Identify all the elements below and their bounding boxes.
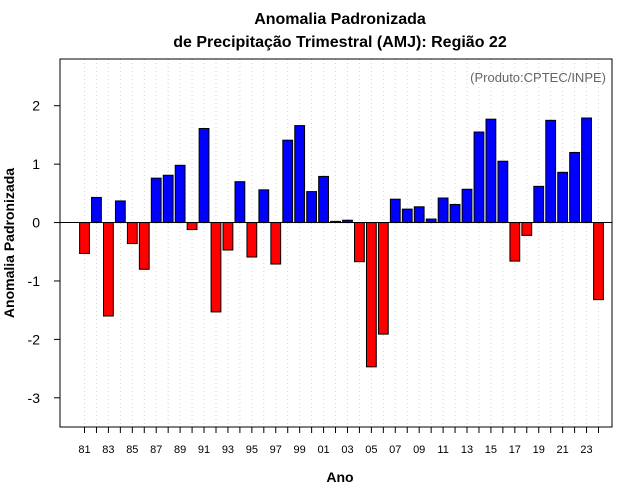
x-tick-label: 19 bbox=[533, 444, 545, 456]
bar-14 bbox=[473, 131, 485, 224]
y-axis-title: Anomalia Padronizada bbox=[1, 168, 17, 318]
bar-21 bbox=[557, 171, 569, 224]
bar-97 bbox=[270, 222, 282, 265]
bar-83 bbox=[103, 222, 114, 317]
bar-98 bbox=[282, 139, 294, 224]
bars-group bbox=[79, 117, 604, 368]
bar-15 bbox=[485, 118, 497, 224]
bar-10 bbox=[425, 218, 437, 224]
x-tick-label: 11 bbox=[437, 444, 448, 456]
bar-01 bbox=[318, 175, 329, 224]
bar-05 bbox=[365, 222, 377, 368]
bar-91 bbox=[198, 128, 210, 224]
bar-07 bbox=[389, 198, 401, 224]
x-tick-label: 93 bbox=[222, 444, 234, 456]
x-axis: 81 83 85 87 89 91 93 95 97 99 01 03 05 07 09 11 13 15 17 19… bbox=[78, 427, 599, 456]
bar-23 bbox=[581, 117, 592, 224]
x-tick-label: 13 bbox=[461, 444, 473, 456]
y-tick-label: -1 bbox=[28, 273, 41, 289]
bar-16 bbox=[497, 160, 509, 224]
bar-93 bbox=[222, 222, 234, 251]
bar-99 bbox=[294, 125, 306, 224]
bar-19 bbox=[533, 185, 545, 224]
y-tick-label: 1 bbox=[32, 156, 40, 172]
source-annotation: (Produto:CPTEC/INPE) bbox=[470, 70, 606, 85]
bar-06 bbox=[377, 222, 389, 335]
bar-84 bbox=[114, 200, 126, 224]
chart-subtitle: de Precipitação Trimestral (AMJ): Região… bbox=[173, 34, 507, 51]
bar-22 bbox=[569, 151, 580, 224]
bar-86 bbox=[138, 222, 150, 270]
y-tick-label: -3 bbox=[28, 390, 41, 406]
bar-13 bbox=[461, 188, 473, 224]
x-tick-label: 85 bbox=[126, 444, 138, 456]
x-tick-label: 99 bbox=[294, 444, 306, 456]
bar-81 bbox=[79, 222, 90, 255]
bar-11 bbox=[437, 197, 449, 224]
bar-12 bbox=[449, 203, 461, 224]
x-tick-label: 97 bbox=[270, 444, 282, 456]
x-tick-label: 87 bbox=[150, 444, 162, 456]
bar-82 bbox=[91, 196, 102, 224]
grid-lines bbox=[84, 59, 599, 427]
x-tick-label: 17 bbox=[509, 444, 521, 456]
x-tick-label: 03 bbox=[341, 444, 353, 456]
x-tick-label: 01 bbox=[317, 444, 329, 456]
x-tick-label: 83 bbox=[102, 444, 114, 456]
y-tick-label: -2 bbox=[28, 331, 41, 347]
bar-95 bbox=[246, 222, 258, 258]
bar-92 bbox=[210, 222, 222, 313]
bar-18 bbox=[521, 222, 533, 236]
y-tick-label: 2 bbox=[32, 98, 40, 114]
bar-24 bbox=[593, 222, 604, 301]
x-tick-label: 15 bbox=[485, 444, 497, 456]
x-tick-label: 89 bbox=[174, 444, 186, 456]
bar-17 bbox=[509, 222, 521, 262]
bar-85 bbox=[126, 222, 138, 245]
bar-20 bbox=[545, 119, 557, 224]
bar-94 bbox=[234, 181, 246, 224]
bar-96 bbox=[258, 189, 270, 224]
bar-90 bbox=[186, 222, 198, 231]
x-tick-label: 09 bbox=[413, 444, 425, 456]
x-tick-label: 81 bbox=[78, 444, 90, 456]
x-tick-label: 23 bbox=[580, 444, 592, 456]
x-axis-title: Ano bbox=[326, 469, 353, 485]
bar-89 bbox=[174, 164, 186, 224]
chart-title: Anomalia Padronizada bbox=[254, 11, 426, 28]
bar-04 bbox=[354, 222, 365, 263]
bar-88 bbox=[162, 174, 174, 224]
bar-08 bbox=[401, 208, 413, 224]
x-tick-label: 95 bbox=[246, 444, 258, 456]
bar-09 bbox=[413, 206, 425, 224]
y-tick-label: 0 bbox=[32, 215, 40, 231]
x-tick-label: 21 bbox=[557, 444, 569, 456]
x-tick-label: 91 bbox=[198, 444, 210, 456]
y-axis: -3 -2 -1 0 1 2 bbox=[28, 98, 60, 406]
bar-00 bbox=[306, 191, 318, 224]
bar-87 bbox=[150, 177, 162, 224]
x-tick-label: 05 bbox=[365, 444, 377, 456]
x-tick-label: 07 bbox=[389, 444, 401, 456]
